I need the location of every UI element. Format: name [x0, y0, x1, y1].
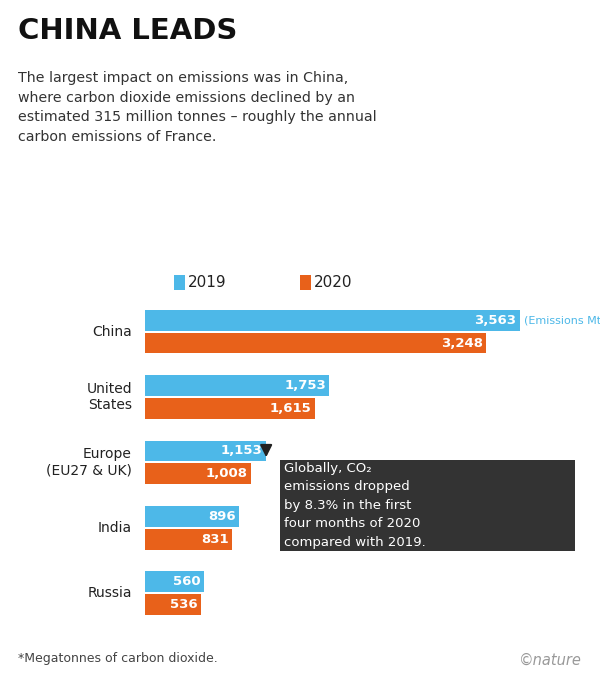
- Text: 3,248: 3,248: [441, 337, 483, 350]
- Bar: [145, 375, 329, 396]
- Text: Europe
(EU27 & UK): Europe (EU27 & UK): [46, 447, 132, 477]
- Bar: [145, 310, 520, 330]
- Text: 3,563: 3,563: [475, 313, 517, 326]
- Text: ©nature: ©nature: [519, 653, 582, 668]
- Text: 560: 560: [173, 575, 200, 588]
- Text: (Emissions MtCO₂*): (Emissions MtCO₂*): [524, 316, 600, 325]
- Text: United
States: United States: [86, 382, 132, 412]
- Text: Globally, CO₂
emissions dropped
by 8.3% in the first
four months of 2020
compare: Globally, CO₂ emissions dropped by 8.3% …: [284, 462, 425, 549]
- Text: 896: 896: [208, 510, 236, 523]
- Bar: [145, 441, 266, 461]
- Text: Russia: Russia: [88, 586, 132, 600]
- Bar: [145, 594, 201, 615]
- Text: The largest impact on emissions was in China,
where carbon dioxide emissions dec: The largest impact on emissions was in C…: [18, 71, 377, 144]
- Bar: [145, 398, 314, 419]
- Text: 2020: 2020: [314, 275, 352, 290]
- Text: *Megatonnes of carbon dioxide.: *Megatonnes of carbon dioxide.: [18, 652, 218, 665]
- Text: 536: 536: [170, 598, 198, 611]
- Text: 1,153: 1,153: [221, 445, 263, 458]
- Bar: [145, 464, 251, 484]
- FancyBboxPatch shape: [280, 460, 575, 551]
- Bar: [145, 333, 487, 354]
- Text: 2019: 2019: [188, 275, 226, 290]
- Text: 1,008: 1,008: [206, 467, 248, 480]
- Text: CHINA LEADS: CHINA LEADS: [18, 17, 238, 45]
- Text: 1,753: 1,753: [284, 379, 326, 392]
- Text: China: China: [92, 324, 132, 339]
- Text: 1,615: 1,615: [269, 402, 311, 415]
- Bar: [145, 571, 203, 592]
- Bar: [145, 529, 232, 549]
- Text: India: India: [98, 521, 132, 534]
- Text: 831: 831: [201, 532, 229, 546]
- Bar: [145, 506, 239, 527]
